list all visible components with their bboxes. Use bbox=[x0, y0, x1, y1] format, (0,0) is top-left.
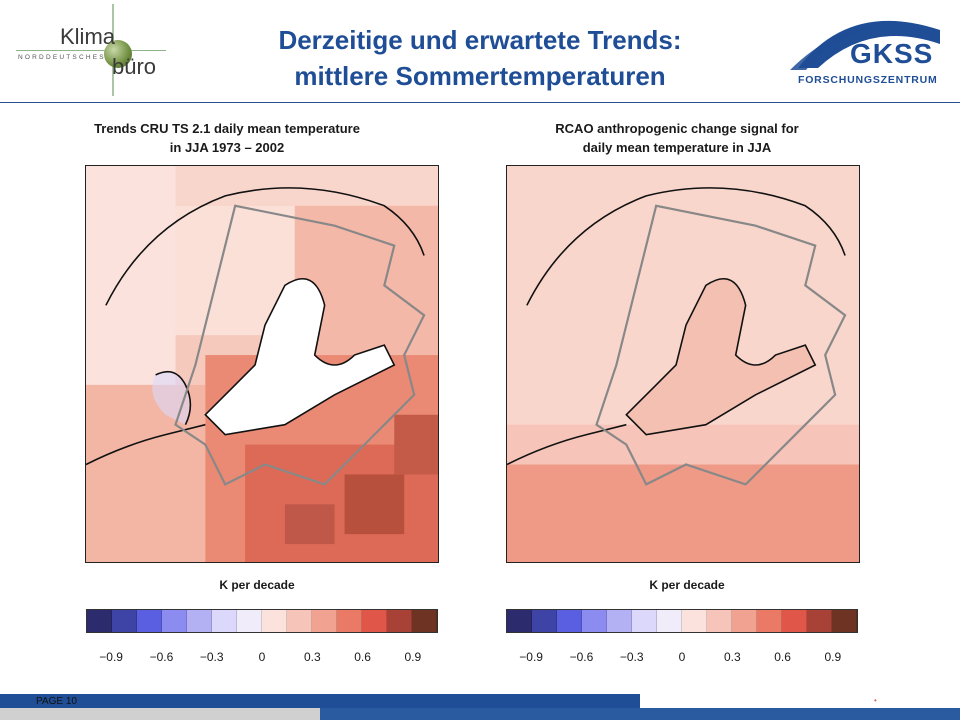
map-baltic-sea bbox=[205, 278, 395, 435]
colorbar-segment bbox=[187, 610, 212, 632]
colorbar-tick-label: −0.6 bbox=[149, 650, 174, 664]
colorbar-segment bbox=[312, 610, 337, 632]
colorbar-segment bbox=[582, 610, 607, 632]
map-model-domain-outline bbox=[174, 204, 426, 486]
colorbar-segment bbox=[832, 610, 857, 632]
map-model-domain-outline bbox=[595, 204, 847, 486]
panel-rcao-signal: RCAO anthropogenic change signal for dai… bbox=[502, 115, 872, 675]
gkss-subtitle-text: FORSCHUNGSZENTRUM bbox=[798, 74, 938, 86]
colorbar-segment bbox=[507, 610, 532, 632]
colorbar-segment bbox=[237, 610, 262, 632]
colorbar bbox=[86, 609, 438, 633]
slide-title-line1: Derzeitige und erwartete Trends: bbox=[278, 25, 682, 55]
panel-title-line1: Trends CRU TS 2.1 daily mean temperature bbox=[94, 121, 360, 136]
colorbar-segment bbox=[732, 610, 757, 632]
colorbar-segment bbox=[532, 610, 557, 632]
colorbar-tick-label: 0.9 bbox=[404, 650, 422, 664]
footer-bar-top bbox=[0, 694, 640, 708]
panel-title-line1: RCAO anthropogenic change signal for bbox=[555, 121, 799, 136]
colorbar-segment bbox=[807, 610, 832, 632]
slide-header: Klima büro NORDDEUTSCHES Derzeitige und … bbox=[0, 0, 960, 103]
colorbar-tick-label: −0.3 bbox=[199, 650, 224, 664]
footer-bar-bottom bbox=[320, 708, 960, 720]
colorbar bbox=[506, 609, 858, 633]
logo-buero-text: büro bbox=[112, 54, 157, 79]
colorbar-tick-label: −0.3 bbox=[619, 650, 644, 664]
panel-title-line2: daily mean temperature in JJA bbox=[582, 140, 772, 155]
colorbar-tick-label: −0.9 bbox=[519, 650, 543, 664]
colorbar-segment bbox=[412, 610, 437, 632]
colorbar-tick-label: 0.6 bbox=[774, 650, 791, 664]
change-signal-map-rcao bbox=[506, 165, 860, 563]
map-hotspot-1 bbox=[344, 474, 405, 535]
colorbar-ticks: −0.9 −0.6 −0.3 0 0.3 0.6 0.9 bbox=[86, 650, 438, 666]
colorbar-segment bbox=[657, 610, 682, 632]
footer-dot: • bbox=[874, 696, 877, 705]
slide-title: Derzeitige und erwartete Trends: mittler… bbox=[180, 22, 780, 94]
colorbar-segment bbox=[137, 610, 162, 632]
colorbar-segment bbox=[112, 610, 137, 632]
colorbar-tick-label: 0.3 bbox=[723, 650, 741, 664]
colorbar-tick-label: 0 bbox=[258, 650, 266, 664]
colorbar-unit-label: K per decade bbox=[649, 578, 725, 592]
gkss-logo: GKSS FORSCHUNGSZENTRUM bbox=[790, 10, 950, 90]
colorbar-tick-label: 0.6 bbox=[354, 650, 371, 664]
colorbar-segment bbox=[632, 610, 657, 632]
slide-title-line2: mittlere Sommertemperaturen bbox=[294, 61, 666, 91]
colorbar-segment bbox=[212, 610, 237, 632]
colorbar-segment bbox=[607, 610, 632, 632]
colorbar-segment bbox=[262, 610, 287, 632]
logo-horizontal-line bbox=[16, 50, 166, 51]
page-number: PAGE 10 bbox=[36, 696, 77, 707]
colorbar-segment bbox=[162, 610, 187, 632]
colorbar-ticks: −0.9 −0.6 −0.3 0 0.3 0.6 0.9 bbox=[506, 650, 858, 666]
map-hotspot-2 bbox=[284, 504, 335, 545]
klimabuero-logo: Klima büro NORDDEUTSCHES bbox=[12, 4, 172, 100]
colorbar-segment bbox=[757, 610, 782, 632]
colorbar-tick-label: 0.3 bbox=[303, 650, 321, 664]
colorbar-unit-label: K per decade bbox=[219, 578, 295, 592]
map-west-band bbox=[86, 166, 176, 385]
colorbar-tick-label: 0.9 bbox=[824, 650, 842, 664]
panel-title: Trends CRU TS 2.1 daily mean temperature… bbox=[42, 119, 412, 157]
map-coastlines bbox=[507, 187, 846, 466]
colorbar-segment bbox=[387, 610, 412, 632]
colorbar-segment bbox=[337, 610, 362, 632]
colorbar-segment bbox=[557, 610, 582, 632]
panel-cru-trends: Trends CRU TS 2.1 daily mean temperature… bbox=[82, 115, 452, 675]
colorbar-segment bbox=[682, 610, 707, 632]
panel-title: RCAO anthropogenic change signal for dai… bbox=[492, 119, 862, 157]
colorbar-segment bbox=[87, 610, 112, 632]
footer-bar-grey bbox=[0, 708, 320, 720]
map-hotspot-3 bbox=[394, 414, 438, 475]
colorbar-segment bbox=[362, 610, 387, 632]
header-divider bbox=[0, 102, 960, 103]
trend-map-cru bbox=[85, 165, 439, 563]
colorbar-tick-label: −0.9 bbox=[99, 650, 123, 664]
colorbar-tick-label: −0.6 bbox=[569, 650, 594, 664]
colorbar-tick-label: 0 bbox=[678, 650, 686, 664]
panel-title-line2: in JJA 1973 – 2002 bbox=[169, 140, 285, 155]
globe-icon bbox=[104, 40, 132, 68]
map-south-band bbox=[507, 464, 859, 562]
gkss-name-text: GKSS bbox=[850, 38, 934, 69]
map-baltic-sea bbox=[626, 278, 816, 435]
colorbar-segment bbox=[782, 610, 807, 632]
logo-klima-text: Klima bbox=[60, 24, 116, 49]
gkss-arc-icon bbox=[790, 20, 940, 70]
colorbar-segment bbox=[287, 610, 312, 632]
logo-norddeutsches-text: NORDDEUTSCHES bbox=[18, 54, 106, 61]
map-coastlines bbox=[86, 187, 425, 466]
colorbar-segment bbox=[707, 610, 732, 632]
